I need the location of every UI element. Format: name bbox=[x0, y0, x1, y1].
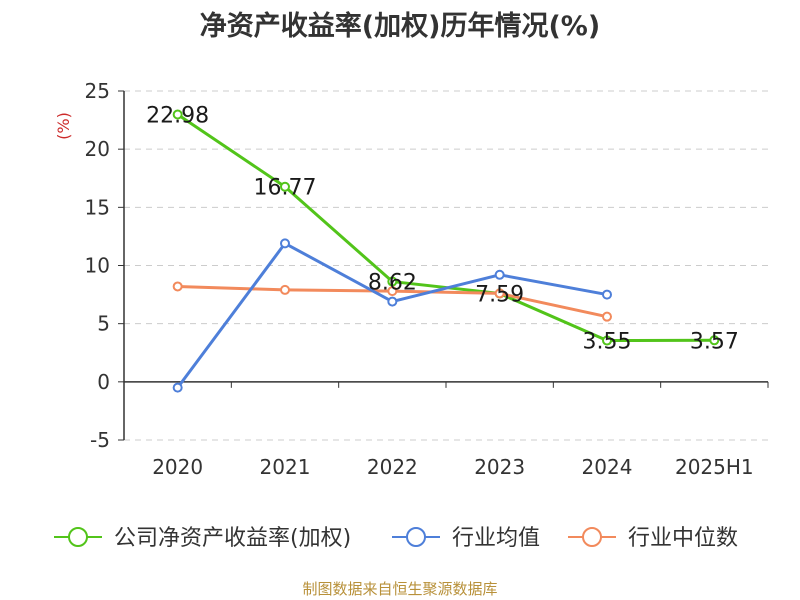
data-point bbox=[280, 284, 290, 295]
y-tick-label: 15 bbox=[85, 195, 110, 219]
legend: 公司净资产收益率(加权) 行业均值 行业中位数 bbox=[54, 526, 738, 551]
series-line-0 bbox=[176, 113, 715, 343]
x-tick-label: 2021 bbox=[260, 455, 311, 479]
x-tick-label: 2025H1 bbox=[675, 455, 754, 479]
data-point bbox=[494, 269, 505, 280]
data-point bbox=[387, 276, 398, 287]
data-point bbox=[602, 289, 612, 300]
x-tick-label: 2024 bbox=[582, 455, 633, 479]
data-point bbox=[602, 335, 612, 346]
legend-swatch-marker bbox=[406, 527, 426, 547]
data-point bbox=[280, 238, 290, 249]
legend-label: 行业均值 bbox=[452, 526, 540, 551]
data-point bbox=[387, 286, 398, 297]
data-label: 22.98 bbox=[146, 103, 209, 128]
y-tick-label: 25 bbox=[85, 79, 110, 103]
y-tick-label: 0 bbox=[97, 370, 110, 394]
x-tick-label: 2022 bbox=[367, 455, 418, 479]
data-point bbox=[387, 296, 398, 307]
chart-title: 净资产收益率(加权)历年情况(%) bbox=[199, 11, 601, 42]
data-label: 16.77 bbox=[254, 176, 317, 201]
y-tick-label: 5 bbox=[97, 312, 110, 336]
data-point bbox=[172, 109, 183, 120]
legend-label: 公司净资产收益率(加权) bbox=[114, 526, 351, 551]
legend-swatch-marker bbox=[582, 527, 602, 547]
data-point bbox=[602, 311, 612, 322]
y-tick-label: -5 bbox=[90, 428, 110, 452]
data-point bbox=[494, 288, 505, 299]
grid-lines bbox=[124, 90, 768, 441]
data-point bbox=[172, 281, 183, 292]
axes: 25 20 15 10 5 0 -5 2020 2021 2022 2023 2024 2025H1 bbox=[85, 79, 769, 479]
series-lines bbox=[172, 109, 720, 393]
y-axis-unit-label: (%) bbox=[54, 112, 73, 140]
y-tick-label: 20 bbox=[85, 137, 110, 161]
data-label: 7.59 bbox=[475, 283, 524, 308]
legend-item[interactable]: 行业均值 bbox=[392, 526, 540, 551]
source-note: 制图数据来自恒生聚源数据库 bbox=[302, 580, 498, 598]
legend-item[interactable]: 行业中位数 bbox=[568, 526, 738, 551]
data-point bbox=[280, 181, 290, 192]
data-label: 3.57 bbox=[690, 329, 739, 354]
x-tick-label: 2023 bbox=[474, 455, 525, 479]
legend-swatch-marker bbox=[68, 527, 88, 547]
x-tick-label: 2020 bbox=[152, 455, 203, 479]
data-point bbox=[172, 382, 183, 393]
data-label: 3.55 bbox=[583, 330, 632, 355]
data-label: 8.62 bbox=[368, 271, 417, 296]
legend-label: 行业中位数 bbox=[628, 526, 738, 551]
data-labels: 22.98 16.77 8.62 7.59 3.55 3.57 bbox=[146, 103, 739, 354]
data-point bbox=[709, 335, 720, 346]
legend-item[interactable]: 公司净资产收益率(加权) bbox=[54, 526, 351, 551]
y-tick-label: 10 bbox=[85, 254, 110, 278]
